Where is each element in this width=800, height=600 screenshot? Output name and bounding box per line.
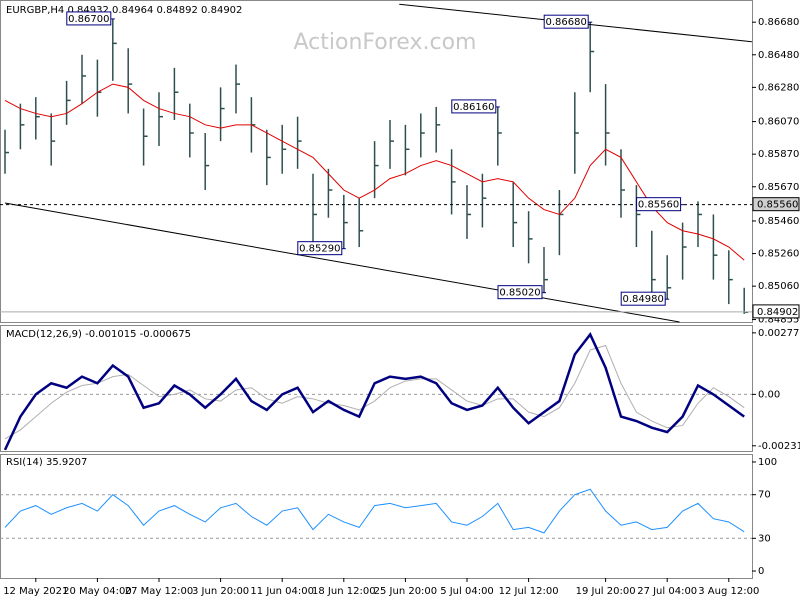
y-tick-label: 0.85060 [758, 281, 799, 292]
x-tick-label: 3 Jun 20:00 [192, 586, 249, 597]
y-tick-label: 100 [758, 457, 777, 468]
x-tick-label: 12 May 2021 [3, 586, 68, 597]
y-tick-label: 0.85670 [758, 182, 799, 193]
series-line [3, 332, 745, 451]
y-tick-label: 0.86280 [758, 82, 799, 93]
price-tag-label: 0.84902 [757, 307, 798, 318]
annotation-label: 0.84980 [623, 294, 664, 305]
macd-title: MACD(12,26,9) -0.001015 -0.000675 [6, 329, 191, 340]
y-tick-label: 0.86680 [758, 17, 799, 28]
x-tick-label: 5 Jul 04:00 [440, 586, 494, 597]
y-tick-label: 0 [758, 566, 764, 577]
watermark: ActionForex.com [294, 30, 477, 55]
price-title: EURGBP,H4 0.84932 0.84964 0.84892 0.8490… [6, 5, 242, 16]
trendline [4, 202, 680, 323]
moving-average [4, 83, 745, 261]
rsi-panel [0, 454, 753, 579]
x-tick-label: 19 Jul 20:00 [576, 586, 636, 597]
price-panel [0, 0, 753, 323]
x-tick-label: 3 Aug 12:00 [698, 586, 759, 597]
y-tick-label: 0.002771 [758, 328, 800, 339]
y-tick-label: 30 [758, 533, 771, 544]
y-tick-label: 0.85460 [758, 216, 799, 227]
x-tick-label: 11 Jun 04:00 [250, 586, 314, 597]
price-tag [752, 304, 800, 319]
x-tick-label: 20 May 04:00 [63, 586, 132, 597]
rsi-title: RSI(14) 35.9207 [6, 457, 87, 468]
annotation-label: 0.85290 [299, 244, 340, 255]
annotation-label: 0.85560 [638, 200, 679, 211]
price-tag-label: 0.85560 [757, 200, 798, 211]
y-tick-label: 0.85260 [758, 249, 799, 260]
annotation-label: 0.86160 [453, 102, 494, 113]
annotation-label: 0.86680 [546, 17, 587, 28]
y-tick-label: 70 [758, 490, 771, 501]
annotation-label: 0.86700 [68, 14, 109, 25]
price-tag [752, 197, 800, 212]
x-tick-label: 12 Jul 12:00 [499, 586, 559, 597]
series-line [4, 344, 745, 440]
x-tick-label: 27 Jul 04:00 [637, 586, 697, 597]
y-tick-label: 0.86070 [758, 117, 799, 128]
y-tick-label: 0.85870 [758, 149, 799, 160]
y-tick-label: -0.002315 [758, 441, 800, 452]
macd-panel [0, 325, 753, 452]
series-line [4, 488, 745, 534]
y-tick-label: 0.86480 [758, 50, 799, 61]
x-tick-label: 25 Jun 20:00 [374, 586, 438, 597]
y-tick-label: 0.00 [758, 389, 780, 400]
x-tick-label: 27 May 12:00 [125, 586, 194, 597]
annotation-label: 0.85020 [499, 288, 540, 299]
x-tick-label: 18 Jun 12:00 [312, 586, 376, 597]
y-tick-label: 0.84855 [758, 315, 799, 326]
